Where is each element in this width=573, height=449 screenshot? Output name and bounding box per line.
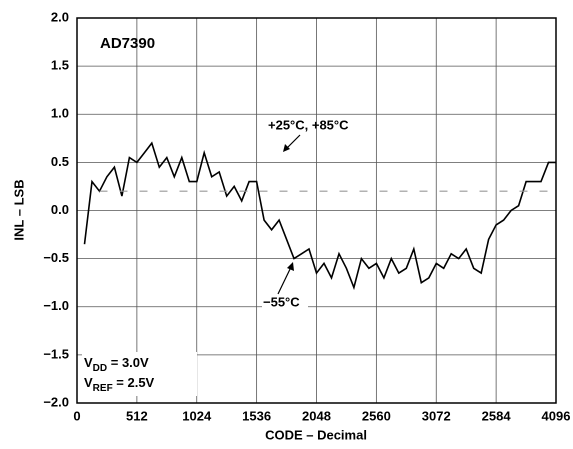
x-tick-label: 1536	[242, 408, 271, 423]
vref-label: VREF = 2.5V	[84, 375, 155, 393]
device-label: AD7390	[100, 35, 155, 52]
arrow-head	[283, 144, 290, 152]
label-bg	[262, 295, 308, 311]
x-tick-label: 2048	[302, 408, 331, 423]
y-tick-label: −1.5	[43, 346, 69, 361]
hot-label: +25°C, +85°C	[268, 117, 349, 132]
series-line	[83, 141, 556, 291]
cold-label: −55°C	[263, 294, 300, 309]
y-tick-label: 1.0	[51, 106, 69, 121]
x-tick-label: 2584	[482, 408, 512, 423]
plot-frame	[76, 17, 557, 404]
y-tick-label: 1.5	[51, 58, 69, 73]
y-tick-label: 0.0	[51, 202, 69, 217]
y-tick-label: −0.5	[43, 250, 69, 265]
y-tick-label: −1.0	[43, 298, 69, 313]
x-tick-label: 4096	[542, 408, 571, 423]
x-tick-label: 0	[73, 408, 80, 423]
y-tick-label: 0.5	[51, 154, 69, 169]
label-bg	[82, 352, 197, 396]
y-tick-label: 2.0	[51, 9, 69, 24]
arrow	[277, 264, 293, 295]
vdd-label: VDD = 3.0V	[84, 355, 149, 373]
plot-area	[76, 17, 557, 404]
y-tick-label: −2.0	[43, 394, 69, 409]
x-tick-label: 3072	[422, 408, 451, 423]
y-axis-label: INL – LSB	[11, 179, 26, 240]
x-tick-label: 512	[126, 408, 148, 423]
x-axis-label: CODE – Decimal	[265, 427, 367, 442]
x-tick-label: 1024	[182, 408, 212, 423]
arrow-head	[287, 262, 294, 271]
x-tick-label: 2560	[362, 408, 391, 423]
